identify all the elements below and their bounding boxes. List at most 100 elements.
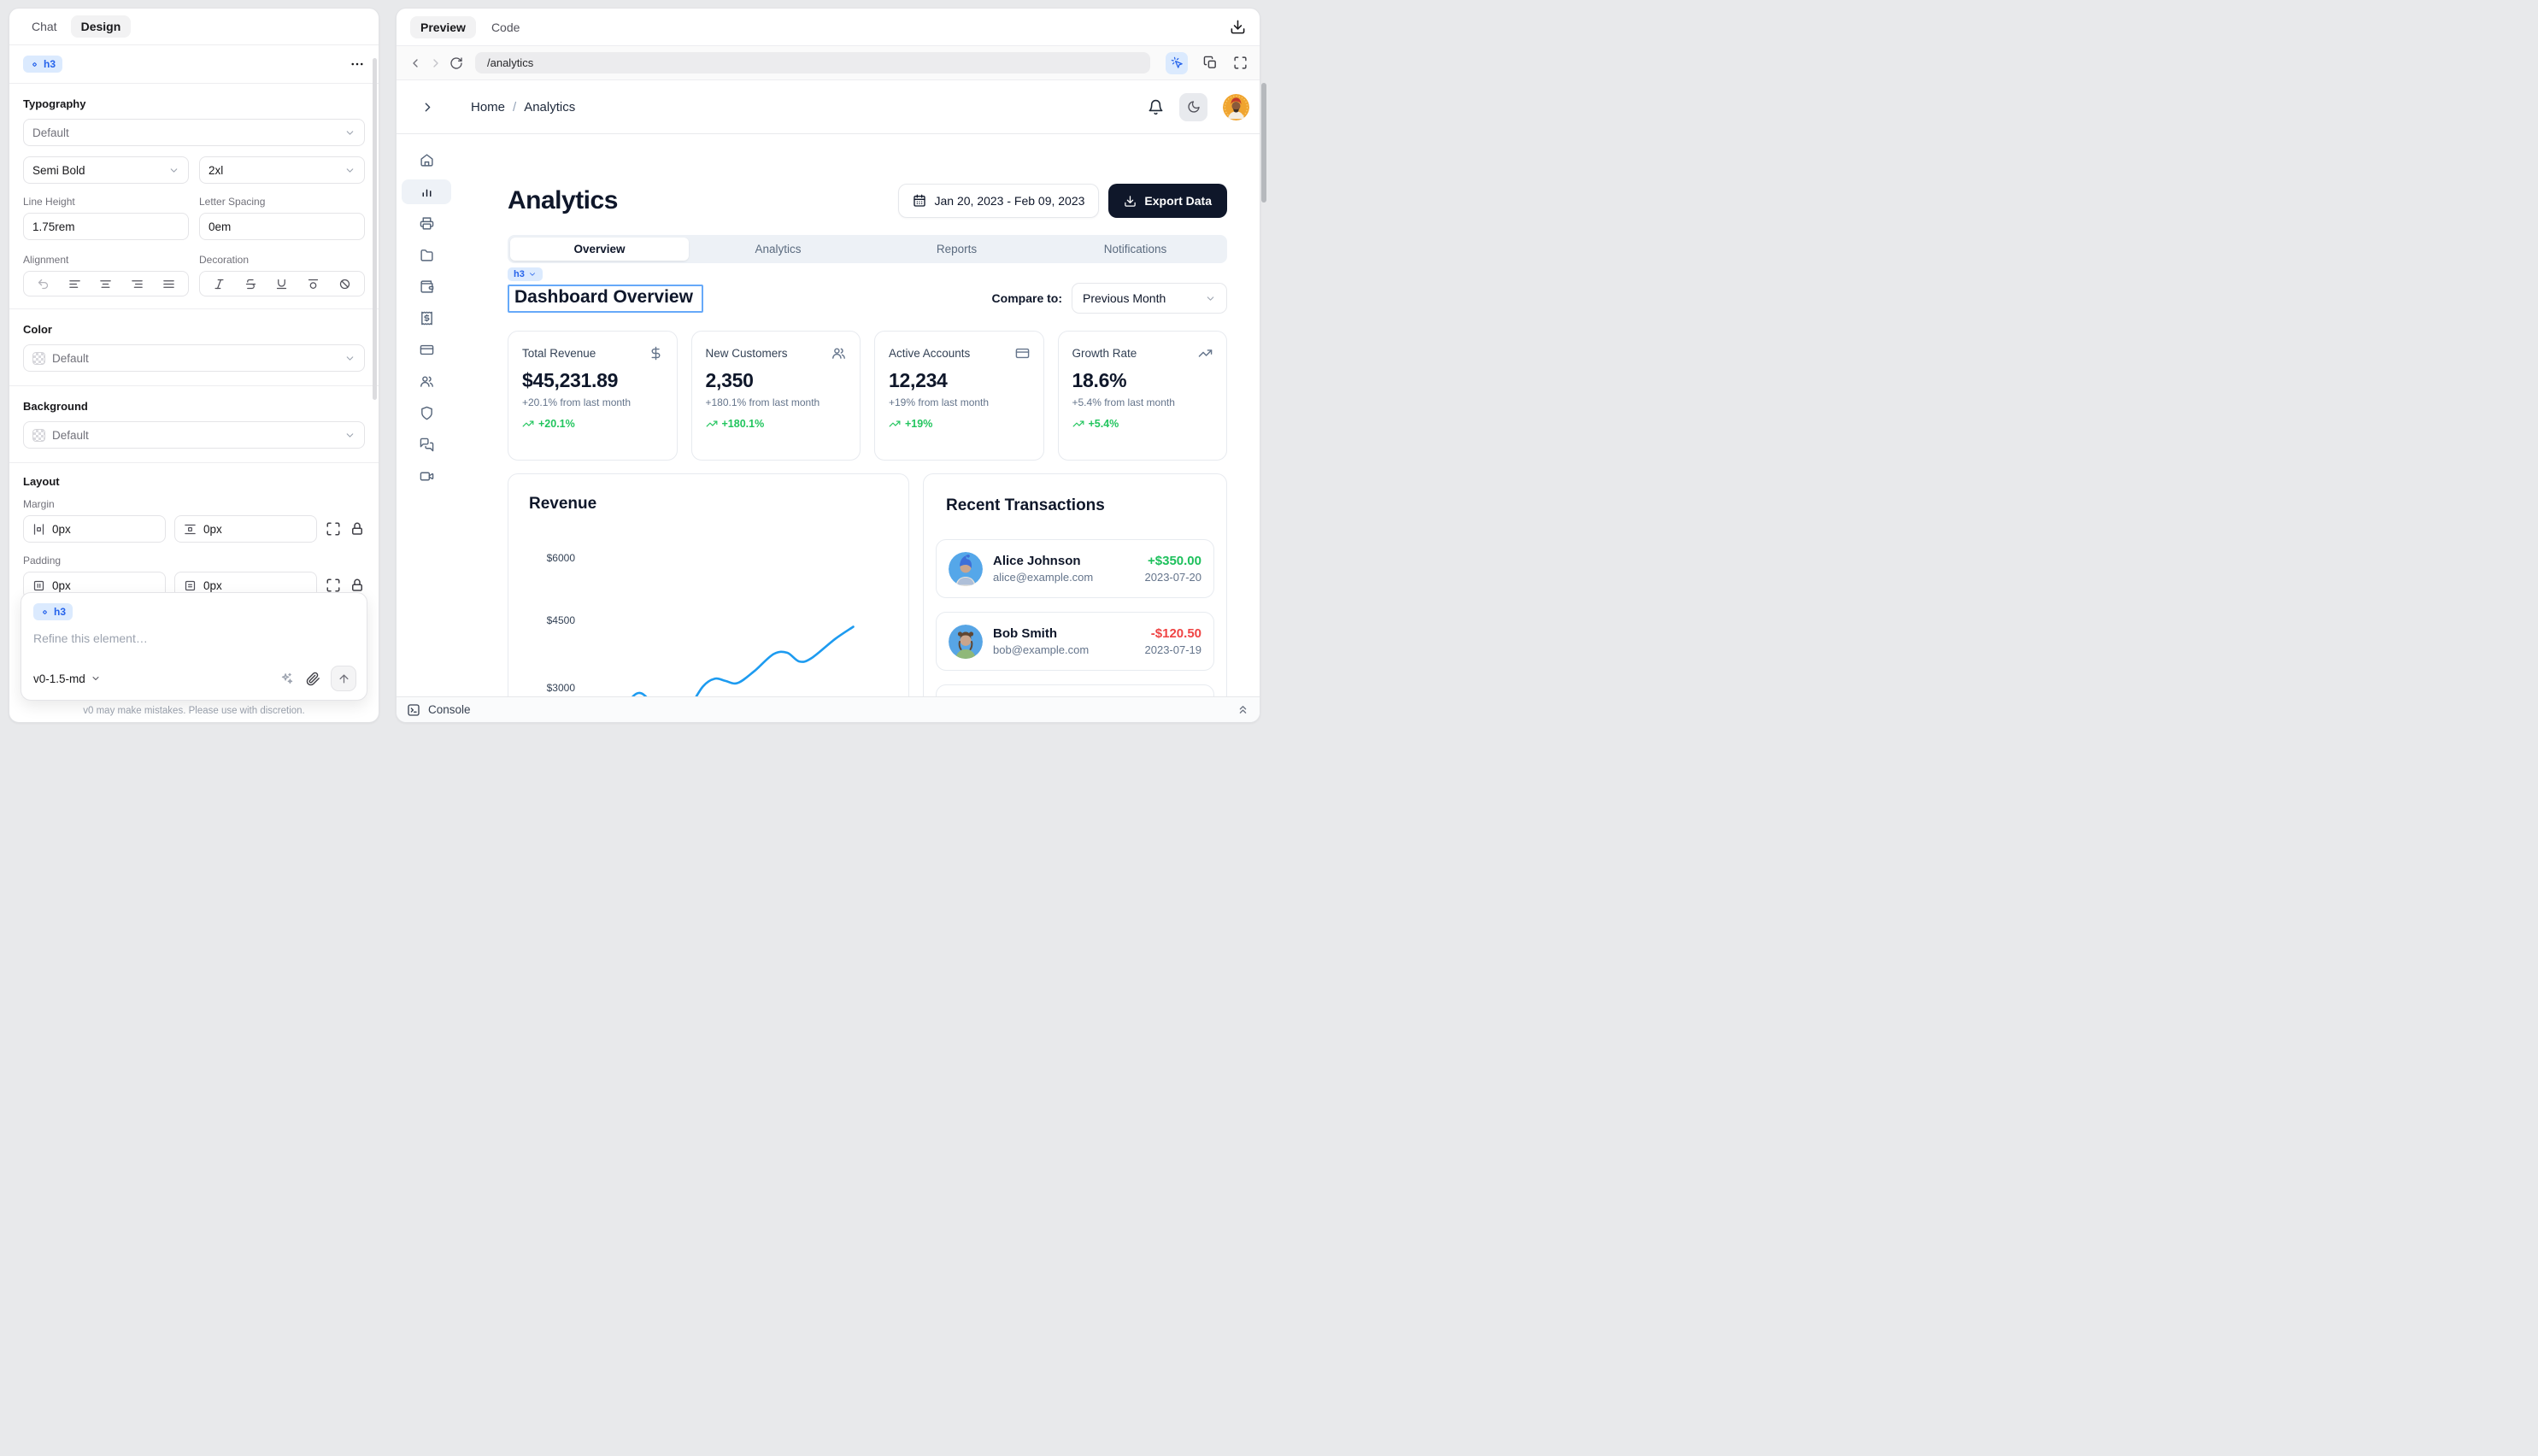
- alignment-group: [23, 271, 189, 296]
- tab-overview[interactable]: Overview: [510, 238, 689, 261]
- tab-analytics[interactable]: Analytics: [755, 243, 802, 255]
- dashboard-content: Analytics Jan 20, 2023 - Feb 09, 2023 Ex…: [456, 134, 1260, 722]
- compare-select[interactable]: Previous Month: [1072, 283, 1227, 314]
- sidebar-item-files[interactable]: [402, 243, 451, 267]
- sidebar-item-analytics[interactable]: [402, 179, 451, 204]
- sidebar-toggle-icon[interactable]: [420, 100, 435, 114]
- console-bar[interactable]: Console: [397, 696, 1260, 722]
- refine-input[interactable]: Refine this element…: [33, 631, 148, 645]
- color-select[interactable]: Default: [23, 344, 365, 372]
- tab-chat[interactable]: Chat: [32, 20, 57, 33]
- bell-icon[interactable]: [1148, 99, 1164, 115]
- breadcrumb-current: Analytics: [524, 99, 576, 114]
- font-weight-select[interactable]: Semi Bold: [23, 156, 189, 184]
- expand-padding-icon[interactable]: [326, 578, 341, 593]
- selected-heading[interactable]: h3 Dashboard Overview: [508, 267, 703, 313]
- element-chip-h3[interactable]: h3: [23, 56, 63, 73]
- calendar-icon: [913, 194, 926, 208]
- font-family-select[interactable]: Default: [23, 119, 365, 146]
- align-left-icon[interactable]: [68, 278, 81, 291]
- user-avatar[interactable]: [1223, 93, 1249, 120]
- app-window: Chat Design h3 Typography Default Semi B…: [0, 0, 1269, 728]
- back-icon[interactable]: [408, 56, 422, 70]
- lock-margin-icon[interactable]: [350, 521, 365, 537]
- attach-icon[interactable]: [306, 672, 320, 686]
- dark-mode-button[interactable]: [1179, 92, 1207, 121]
- breadcrumb-home[interactable]: Home: [471, 99, 506, 114]
- tab-code[interactable]: Code: [491, 20, 520, 34]
- line-height-input[interactable]: 1.75rem: [23, 213, 189, 240]
- credit-card-icon: [1015, 346, 1030, 361]
- lock-padding-icon[interactable]: [350, 578, 365, 593]
- sidebar-item-users[interactable]: [402, 369, 451, 394]
- overline-icon[interactable]: [307, 278, 320, 291]
- refresh-icon[interactable]: [449, 56, 463, 70]
- reset-alignment-icon[interactable]: [37, 278, 50, 291]
- window-scrollbar[interactable]: [1261, 83, 1266, 203]
- sidebar-item-invoices[interactable]: [402, 211, 451, 236]
- sidebar-item-security[interactable]: [402, 401, 451, 426]
- panel-scrollbar[interactable]: [373, 58, 377, 400]
- shield-icon: [420, 406, 434, 420]
- clear-decoration-icon[interactable]: [338, 278, 351, 291]
- expand-margin-icon[interactable]: [326, 521, 341, 537]
- download-icon[interactable]: [1230, 19, 1246, 35]
- diamond-icon: [40, 608, 50, 617]
- messages-icon: [420, 437, 434, 452]
- revenue-chart-card: Revenue $6000 $4500 $3000: [508, 473, 909, 722]
- letter-spacing-label: Letter Spacing: [199, 196, 266, 208]
- folder-icon: [420, 248, 434, 262]
- copy-icon[interactable]: [1203, 56, 1218, 70]
- sidebar-item-messages[interactable]: [402, 432, 451, 457]
- pointer-click-icon: [1171, 56, 1184, 69]
- transparent-swatch: [32, 351, 45, 365]
- users-icon: [831, 346, 846, 361]
- strikethrough-icon[interactable]: [244, 278, 257, 291]
- export-data-button[interactable]: Export Data: [1108, 184, 1227, 218]
- url-input[interactable]: /analytics: [475, 52, 1150, 73]
- align-center-icon[interactable]: [99, 278, 112, 291]
- sidebar-item-receipts[interactable]: [402, 306, 451, 331]
- sidebar-item-video[interactable]: [402, 464, 451, 489]
- italic-icon[interactable]: [213, 278, 226, 291]
- download-icon: [1124, 195, 1137, 208]
- align-justify-icon[interactable]: [162, 278, 175, 291]
- transaction-amount: -$120.50: [1150, 626, 1201, 641]
- sidebar-item-home[interactable]: [402, 148, 451, 173]
- sidebar-item-cards[interactable]: [402, 338, 451, 362]
- send-button[interactable]: [331, 666, 356, 691]
- date-range-button[interactable]: Jan 20, 2023 - Feb 09, 2023: [897, 184, 1100, 218]
- padding-label: Padding: [23, 555, 62, 567]
- transparent-swatch: [32, 428, 45, 442]
- font-size-select[interactable]: 2xl: [199, 156, 365, 184]
- tab-preview[interactable]: Preview: [410, 15, 476, 38]
- y-tick: $4500: [546, 614, 575, 626]
- align-right-icon[interactable]: [131, 278, 144, 291]
- tab-reports[interactable]: Reports: [936, 243, 978, 255]
- model-select[interactable]: v0-1.5-md: [33, 672, 101, 685]
- transaction-row[interactable]: Bob Smith bob@example.com -$120.50 2023-…: [936, 612, 1214, 671]
- expand-console-icon[interactable]: [1237, 703, 1249, 716]
- margin-x-input[interactable]: 0px: [23, 515, 166, 543]
- recent-transactions-card: Recent Transactions Alice Johnson alice@…: [923, 473, 1227, 722]
- margin-y-input[interactable]: 0px: [174, 515, 317, 543]
- background-select[interactable]: Default: [23, 421, 365, 449]
- refine-element-chip[interactable]: h3: [33, 603, 73, 620]
- tab-design[interactable]: Design: [70, 15, 132, 38]
- forward-icon[interactable]: [429, 56, 443, 70]
- arrow-up-icon: [338, 672, 350, 685]
- fullscreen-icon[interactable]: [1233, 56, 1248, 70]
- sidebar-item-wallet[interactable]: [402, 274, 451, 299]
- more-options-icon[interactable]: [350, 56, 365, 72]
- selection-chip-h3[interactable]: h3: [508, 267, 543, 281]
- trending-up-icon: [889, 418, 901, 430]
- letter-spacing-input[interactable]: 0em: [199, 213, 365, 240]
- design-select-mode-button[interactable]: [1166, 51, 1188, 74]
- padding-x-icon: [32, 579, 45, 592]
- tab-notifications[interactable]: Notifications: [1103, 243, 1167, 255]
- underline-icon[interactable]: [275, 278, 288, 291]
- transaction-row[interactable]: Alice Johnson alice@example.com +$350.00…: [936, 539, 1214, 598]
- sparkles-icon[interactable]: [279, 672, 294, 686]
- y-tick: $3000: [546, 682, 575, 694]
- panel-tab-bar: Chat Design: [9, 9, 379, 45]
